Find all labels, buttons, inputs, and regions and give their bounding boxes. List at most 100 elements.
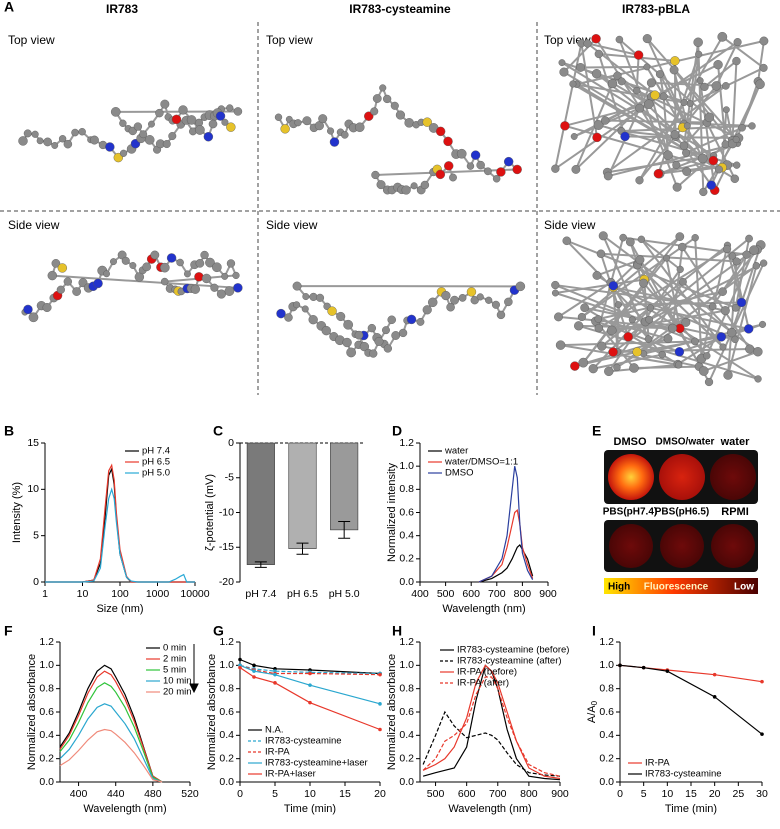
- atom: [707, 181, 716, 190]
- atom: [559, 59, 565, 65]
- y-axis-label: Normalized intensity: [386, 462, 398, 562]
- atom: [191, 285, 200, 294]
- atom: [635, 104, 644, 113]
- x-tick-label: 0: [237, 788, 243, 800]
- point: [252, 669, 256, 673]
- y-tick-label: 0.4: [219, 729, 234, 741]
- atom: [670, 56, 679, 65]
- bond: [375, 169, 517, 174]
- atom: [516, 282, 525, 291]
- atom: [513, 165, 522, 174]
- column-title: IR783: [106, 2, 138, 16]
- atom: [421, 181, 429, 189]
- atom: [682, 149, 689, 156]
- atom: [405, 118, 414, 127]
- y-tick-label: 0.0: [399, 776, 414, 788]
- atom: [391, 102, 399, 110]
- y-tick-label: 1.0: [219, 659, 234, 671]
- atom: [411, 182, 418, 189]
- point: [378, 728, 382, 732]
- sample-label: DMSO: [614, 436, 647, 448]
- atom: [645, 335, 652, 342]
- atom: [64, 140, 72, 148]
- atom: [720, 344, 727, 351]
- atom: [644, 100, 653, 109]
- atom: [444, 161, 453, 170]
- atom: [71, 129, 78, 136]
- atom: [330, 138, 339, 147]
- atom: [753, 347, 762, 356]
- atom: [368, 324, 376, 332]
- atom: [597, 342, 606, 351]
- y-tick-label: 0.0: [399, 576, 414, 588]
- atom: [391, 331, 399, 339]
- atom: [692, 234, 699, 241]
- y-tick-label: -10: [219, 506, 234, 518]
- atom: [624, 332, 633, 341]
- atom: [163, 140, 171, 148]
- x-tick-label: 440: [107, 788, 125, 800]
- x-tick-label: 520: [181, 788, 199, 800]
- legend-label: 5 min: [163, 665, 186, 676]
- y-tick-label: 0.4: [599, 729, 614, 741]
- atom: [615, 301, 622, 308]
- atom: [604, 172, 612, 180]
- bond: [733, 61, 737, 140]
- atom: [396, 111, 405, 120]
- atom: [670, 66, 678, 74]
- atom: [744, 324, 753, 333]
- atom: [209, 120, 217, 128]
- atom: [122, 257, 130, 265]
- legend-label: 20 min: [163, 687, 192, 698]
- x-tick-label: 10: [77, 588, 89, 600]
- x-tick-label: 25: [732, 788, 744, 800]
- atom: [384, 345, 392, 353]
- atom: [57, 286, 65, 294]
- x-tick-label: 30: [756, 788, 768, 800]
- series-line: [60, 683, 162, 782]
- point: [238, 658, 242, 662]
- atom: [718, 32, 727, 41]
- x-tick-label: 800: [514, 588, 532, 600]
- x-tick-label: 5: [641, 788, 647, 800]
- atom: [579, 358, 588, 367]
- bar: [330, 443, 358, 530]
- atom: [202, 274, 211, 283]
- atom: [552, 290, 559, 297]
- legend-label: IR-PA: [645, 758, 670, 769]
- atom: [402, 186, 411, 195]
- atom: [327, 128, 334, 135]
- atom: [407, 315, 416, 324]
- atom: [161, 278, 168, 285]
- atom: [111, 107, 120, 116]
- x-tick-label: 700: [488, 588, 506, 600]
- atom: [167, 253, 176, 262]
- atom: [656, 70, 664, 78]
- colorbar-label: Fluorescence: [644, 582, 709, 593]
- atom: [110, 258, 117, 265]
- atom: [574, 321, 583, 330]
- x-tick-label: 500: [437, 588, 455, 600]
- atom: [760, 64, 768, 72]
- point: [308, 701, 312, 705]
- atom: [560, 68, 569, 77]
- atom: [227, 259, 235, 267]
- atom: [379, 85, 386, 92]
- atom: [595, 50, 603, 58]
- y-tick-label: 0: [33, 576, 39, 588]
- atom: [609, 281, 618, 290]
- atom: [281, 124, 290, 133]
- atom: [734, 38, 742, 46]
- atom: [597, 250, 605, 258]
- atom: [328, 307, 337, 316]
- atom: [595, 324, 603, 332]
- sample-label: DMSO/water: [656, 437, 715, 448]
- atom: [467, 163, 474, 170]
- legend-label: IR783-cysteamine (after): [457, 656, 562, 667]
- atom: [694, 38, 703, 47]
- legend-label: 0 min: [163, 643, 186, 654]
- legend-label: DMSO: [445, 468, 474, 479]
- atom: [739, 124, 746, 131]
- atom: [620, 234, 627, 241]
- atom: [580, 304, 588, 312]
